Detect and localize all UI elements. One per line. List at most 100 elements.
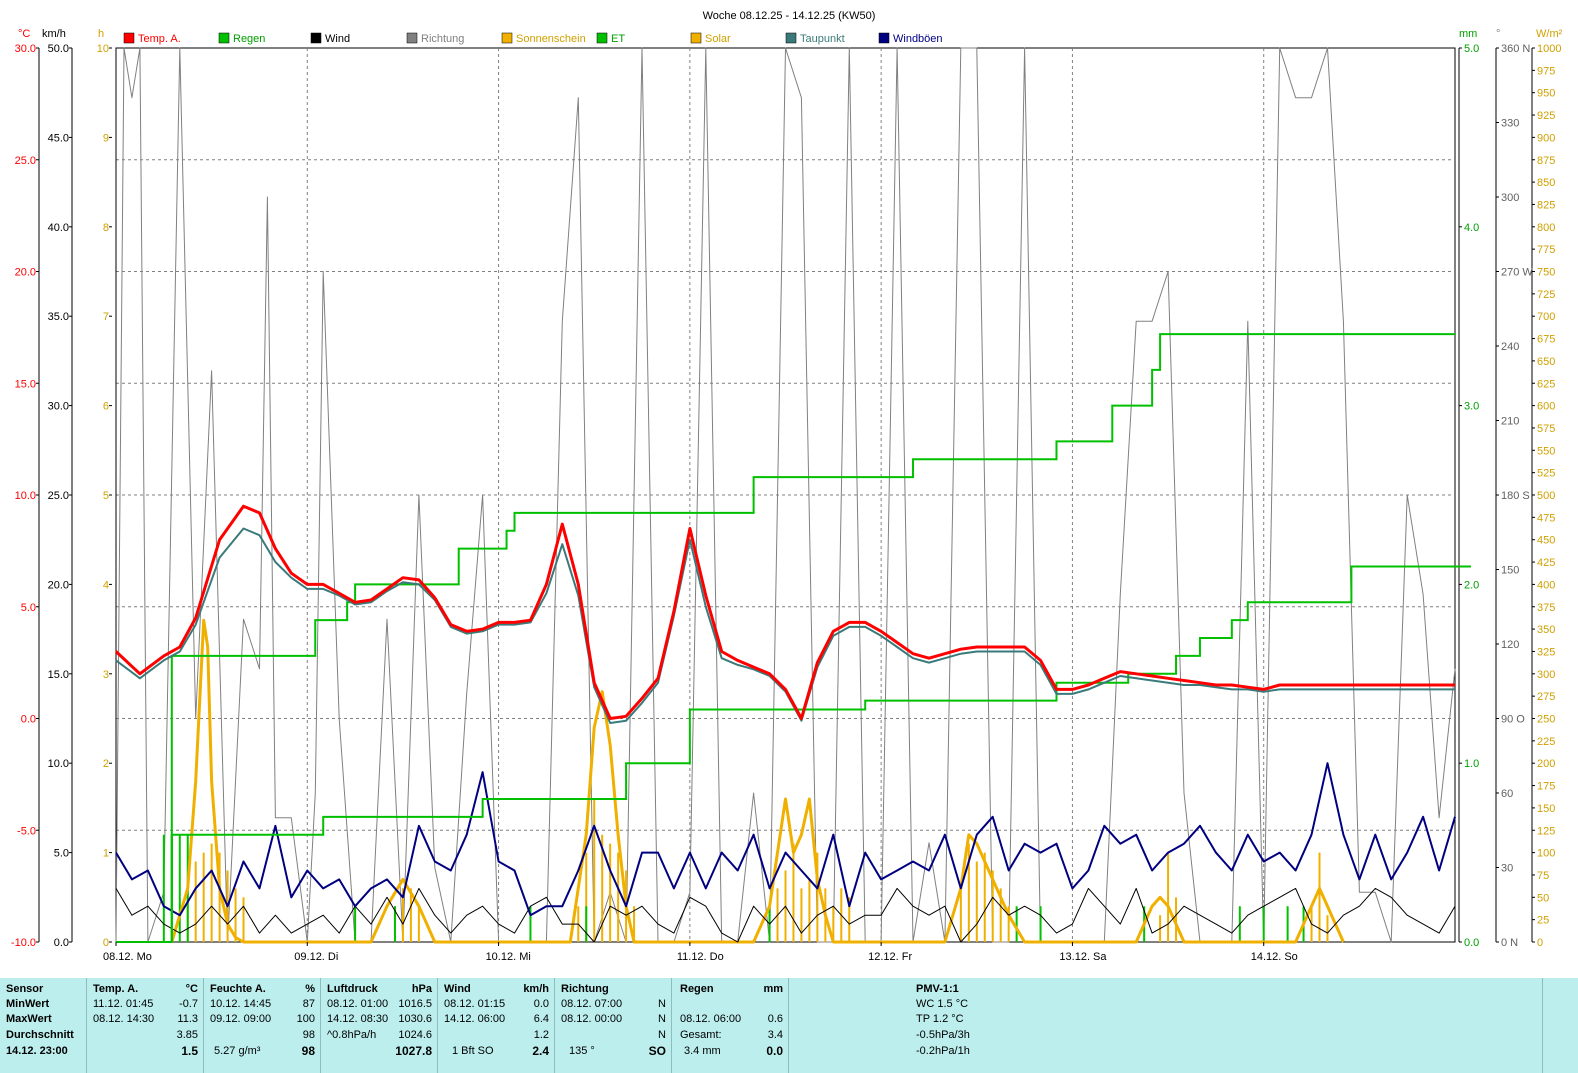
solar-axis-tick-label: 350	[1537, 624, 1555, 636]
wind-axis-tick-label: 35.0	[48, 311, 69, 323]
unit-sun-label: h	[98, 28, 104, 40]
x-tick-label: 11.12. Do	[677, 951, 724, 963]
legend-swatch	[406, 32, 418, 44]
solar-axis-tick-label: 50	[1537, 892, 1549, 904]
stats-direction-current: SO	[648, 1044, 666, 1058]
direction-axis-tick-label: 120	[1501, 639, 1519, 651]
direction-axis-tick-label: 90 O	[1501, 714, 1525, 726]
x-tick-label: 13.12. Sa	[1059, 951, 1107, 963]
wind-axis-tick-label: 0.0	[54, 937, 69, 949]
direction-axis-tick-label: 300	[1501, 192, 1519, 204]
stats-rain-column: Regen mm 08.12. 06:00 0.6 Gesamt: 3.4 3.…	[671, 978, 789, 1073]
legend-label: ET	[611, 33, 625, 45]
stats-row-max: MaxWert	[6, 1013, 52, 1025]
stats-pmv-column: PMV-1:1 WC 1.5 °C TP 1.2 °C -0.5hPa/3h -…	[788, 978, 1543, 1073]
stats-rain-row1-val: 0.6	[767, 1013, 783, 1025]
solar-axis-tick-label: 1000	[1537, 43, 1561, 55]
solar-axis-tick-label: 575	[1537, 423, 1555, 435]
solar-axis-tick-label: 150	[1537, 803, 1555, 815]
stats-pmv-p3: -0.5hPa/3h	[916, 1029, 970, 1041]
direction-axis-tick-label: 210	[1501, 416, 1519, 428]
stats-direction-deg: 135 °	[569, 1045, 595, 1057]
solar-axis-tick-label: 500	[1537, 490, 1555, 502]
stats-pressure-max-val: 1030.6	[398, 1013, 432, 1025]
solar-axis-tick-label: 225	[1537, 736, 1555, 748]
stats-pressure-avg: 1024.6	[398, 1029, 432, 1041]
stats-temp-max-time: 08.12. 14:30	[93, 1013, 155, 1025]
solar-axis-tick-label: 75	[1537, 870, 1549, 882]
stats-pressure-max-time: 14.12. 08:30	[327, 1013, 389, 1025]
legend-swatch	[501, 32, 513, 44]
solar-axis-tick-label: 975	[1537, 65, 1555, 77]
temp-axis-tick-label: -10.0	[11, 937, 36, 949]
solar-axis-tick-label: 650	[1537, 356, 1555, 368]
dewpoint-series-line	[115, 527, 1455, 724]
stats-direction-max-val: N	[658, 1013, 666, 1025]
temp-axis-tick-label: 25.0	[15, 155, 36, 167]
stats-direction-avg: N	[658, 1029, 666, 1041]
wind-axis-tick-label: 50.0	[48, 43, 69, 55]
x-tick-label: 10.12. Mi	[486, 951, 531, 963]
unit-solar-label: W/m²	[1536, 28, 1563, 40]
stats-rain-unit: mm	[763, 983, 783, 995]
sun-axis-tick-label: 0	[103, 937, 109, 949]
legend: Temp. A. Regen Wind Richtung Sonnenschein ET S…	[123, 32, 943, 45]
sun-axis-tick-label: 6	[103, 401, 109, 413]
rain-axis-tick-label: 5.0	[1464, 43, 1479, 55]
temp-axis-tick-label: 20.0	[15, 267, 36, 279]
temperature-series-line	[114, 504, 1455, 720]
wind-axis-tick-label: 30.0	[48, 401, 69, 413]
stats-pressure-unit: hPa	[411, 983, 432, 995]
stats-direction-min-time: 08.12. 07:00	[561, 998, 623, 1010]
x-tick-label: 08.12. Mo	[103, 951, 152, 963]
solar-axis-tick-label: 550	[1537, 445, 1555, 457]
stats-humidity-unit: %	[305, 983, 315, 995]
legend-label: Richtung	[421, 33, 464, 45]
sun-axis-tick-label: 9	[103, 132, 109, 144]
rain-axis-tick-label: 4.0	[1464, 222, 1479, 234]
unit-dir-label: °	[1496, 28, 1500, 40]
direction-axis-tick-label: 240	[1501, 341, 1519, 353]
direction-axis-tick-label: 180 S	[1501, 490, 1530, 502]
legend-label: Temp. A.	[138, 33, 181, 45]
stats-rain-row2-label: Gesamt:	[680, 1029, 722, 1041]
solar-axis-tick-label: 175	[1537, 781, 1555, 793]
stats-wind-title: Wind	[444, 983, 471, 995]
stats-pmv-p1: -0.2hPa/1h	[916, 1045, 970, 1057]
wind-axis-tick-label: 15.0	[48, 669, 69, 681]
legend-swatch	[310, 32, 322, 44]
stats-wind-min-time: 08.12. 01:15	[444, 998, 506, 1010]
solar-axis-tick-label: 850	[1537, 177, 1555, 189]
solar-axis-tick-label: 675	[1537, 334, 1555, 346]
stats-humidity-column: Feuchte A. % 10.12. 14:45 87 09.12. 09:0…	[203, 978, 321, 1073]
stats-humidity-title: Feuchte A.	[210, 983, 266, 995]
stats-rain-current: 0.0	[766, 1044, 783, 1058]
unit-rain-label: mm	[1459, 28, 1477, 40]
solar-axis-tick-label: 450	[1537, 535, 1555, 547]
stats-temp-title: Temp. A.	[93, 983, 139, 995]
stats-rain-title: Regen	[680, 983, 714, 995]
sun-axis-tick-label: 3	[103, 669, 109, 681]
stats-temp-column: Temp. A. °C 11.12. 01:45 -0.7 08.12. 14:…	[86, 978, 204, 1073]
unit-temp-label: °C	[18, 28, 30, 40]
chart-title: Woche 08.12.25 - 14.12.25 (KW50)	[703, 10, 876, 22]
stats-row-avg: Durchschnitt	[6, 1029, 74, 1041]
stats-pressure-current: 1027.8	[395, 1044, 432, 1058]
stats-pressure-min-val: 1016.5	[398, 998, 432, 1010]
solar-axis-tick-label: 125	[1537, 825, 1555, 837]
wind-axis-tick-label: 20.0	[48, 579, 69, 591]
stats-pressure-title: Luftdruck	[327, 983, 378, 995]
solar-axis-tick-label: 475	[1537, 512, 1555, 524]
legend-swatch	[785, 32, 797, 44]
solar-axis-tick-label: 600	[1537, 401, 1555, 413]
wind-axis-tick-label: 10.0	[48, 758, 69, 770]
x-tick-label: 12.12. Fr	[868, 951, 912, 963]
direction-axis-tick-label: 60	[1501, 788, 1513, 800]
stats-wind-unit: km/h	[523, 983, 549, 995]
wind-axis-tick-label: 45.0	[48, 132, 69, 144]
solar-axis-tick-label: 950	[1537, 88, 1555, 100]
solar-axis-tick-label: 325	[1537, 646, 1555, 658]
temp-axis-tick-label: 5.0	[21, 602, 36, 614]
sun-axis-tick-label: 5	[103, 490, 109, 502]
x-tick-label: 09.12. Di	[294, 951, 338, 963]
